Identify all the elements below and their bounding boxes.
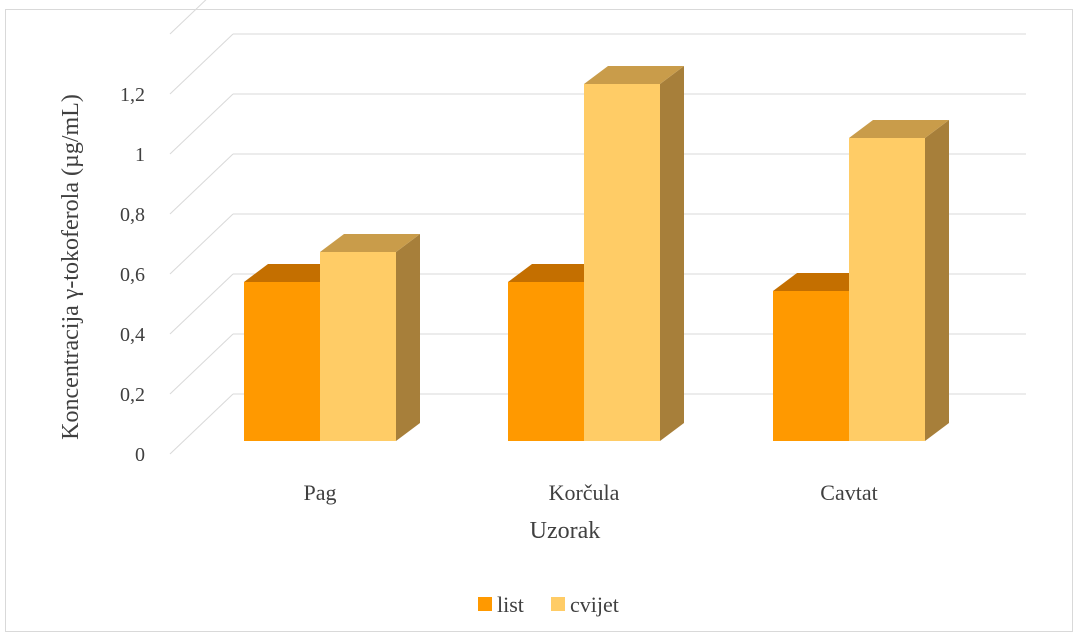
legend-label-cvijet: cvijet (570, 592, 619, 617)
gridline-diagonal (169, 273, 234, 335)
bar-front (849, 138, 925, 441)
legend-swatch-cvijet (551, 597, 565, 611)
x-axis-categories: Pag Korčula Cavtat (304, 480, 878, 505)
legend: list cvijet (478, 592, 619, 617)
gridline-diagonal (169, 93, 234, 155)
x-category-label: Cavtat (820, 480, 877, 505)
bar-cvijet-1 (584, 66, 684, 441)
bar-front (508, 282, 584, 441)
bar-side (660, 66, 684, 441)
bar-cvijet-0 (320, 234, 420, 441)
x-axis-title: Uzorak (530, 518, 601, 544)
bar-front (320, 252, 396, 441)
bar-top (584, 66, 684, 84)
bar-list-1 (508, 264, 608, 441)
bars (244, 66, 949, 441)
y-axis-ticks: 0 0,2 0,4 0,6 0,8 1 1,2 (120, 84, 145, 466)
y-tick-label: 0,6 (120, 264, 145, 286)
y-tick-label: 1 (135, 144, 145, 166)
y-axis-title: Koncentracija γ-tokoferola (µg/mL) (58, 94, 84, 440)
y-tick-label: 0,4 (120, 324, 145, 346)
legend-swatch-list (478, 597, 492, 611)
bar-top (320, 234, 420, 252)
gridline-diagonal (169, 333, 234, 395)
bar-top (244, 264, 344, 282)
y-tick-label: 0,8 (120, 204, 145, 226)
gridline-diagonal (169, 393, 234, 455)
x-category-label: Pag (304, 480, 337, 505)
bar-side (396, 234, 420, 441)
bar-front (244, 282, 320, 441)
bar-front (584, 84, 660, 441)
gridline-diagonal (169, 213, 234, 275)
bar-side (925, 120, 949, 441)
bar-top (508, 264, 608, 282)
gridline-diagonal (169, 153, 234, 215)
legend-label-list: list (497, 592, 524, 617)
y-tick-label: 0,2 (120, 384, 145, 406)
gridline-diagonal (169, 0, 207, 35)
bar-top (773, 273, 873, 291)
y-tick-label: 0 (135, 444, 145, 466)
y-tick-label: 1,2 (120, 84, 145, 106)
bar-front (773, 291, 849, 441)
x-category-label: Korčula (549, 480, 620, 505)
bar-cvijet-2 (849, 120, 949, 441)
gridline-diagonal (169, 33, 234, 95)
bar-top (849, 120, 949, 138)
